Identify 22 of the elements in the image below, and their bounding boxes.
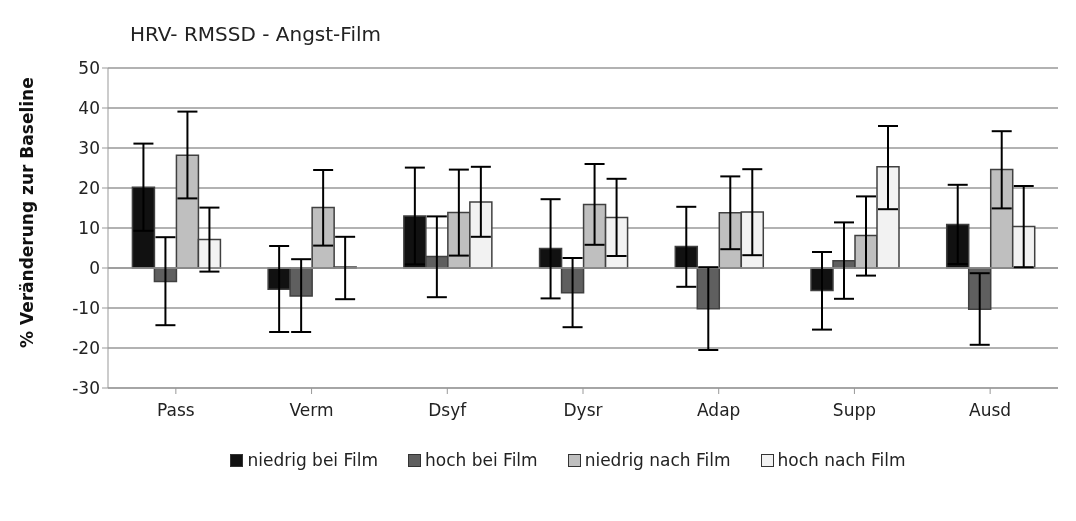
legend-label: niedrig nach Film [584, 450, 731, 470]
y-tick-label: -10 [72, 298, 100, 319]
y-tick-label: 20 [78, 178, 100, 199]
chart-title: HRV- RMSSD - Angst-Film [129, 21, 382, 48]
x-tick-label: Pass [157, 400, 195, 421]
y-tick-label: -30 [72, 378, 100, 399]
x-tick-label: Supp [832, 400, 877, 421]
x-tick-label: Verm [289, 400, 334, 421]
x-tick-label: Dysr [563, 400, 603, 421]
x-tick-label: Ausd [969, 400, 1012, 421]
legend-label: hoch nach Film [777, 450, 906, 470]
y-tick-label: -20 [72, 338, 100, 359]
y-tick-label: 10 [78, 218, 100, 239]
x-tick-label: Dsyf [428, 400, 468, 421]
y-axis-title: % Veränderung zur Baseline [17, 77, 38, 348]
x-tick-label: Adap [697, 400, 741, 421]
y-tick-label: 50 [78, 58, 100, 79]
legend-label: niedrig bei Film [247, 450, 379, 470]
legend-label: hoch bei Film [425, 450, 538, 470]
y-tick-label: 0 [89, 258, 100, 279]
y-tick-label: 30 [78, 138, 100, 159]
y-tick-label: 40 [78, 98, 100, 119]
